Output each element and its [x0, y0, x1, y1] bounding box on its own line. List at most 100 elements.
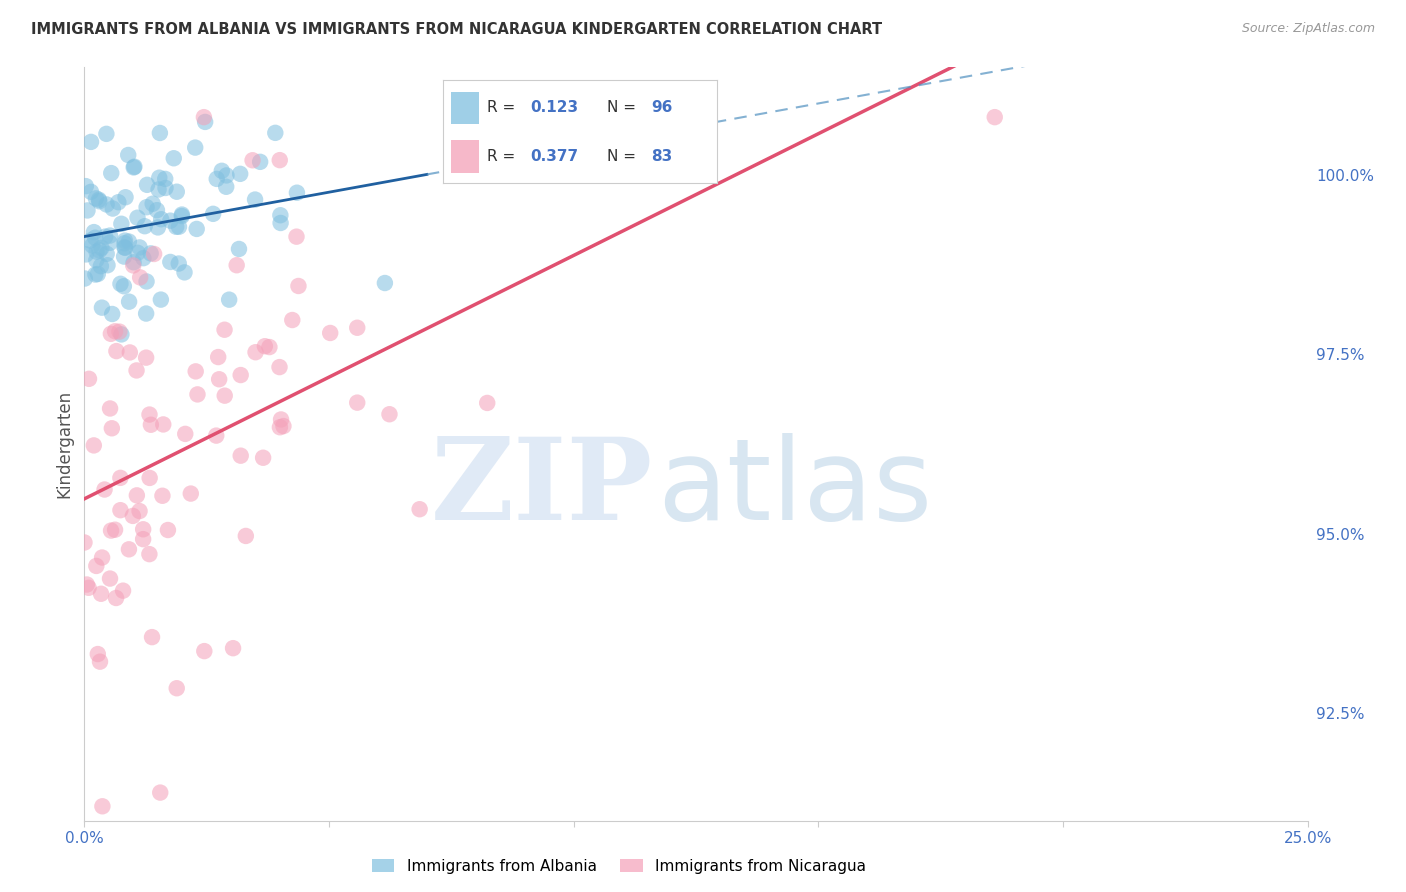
- Point: [287, 279, 309, 293]
- Point: [138, 547, 160, 561]
- Point: [73, 271, 96, 285]
- Point: [167, 219, 190, 234]
- Point: [87, 193, 110, 207]
- Point: [139, 246, 162, 260]
- Point: [75, 247, 97, 261]
- Bar: [451, 92, 478, 124]
- Text: 25.0%: 25.0%: [1284, 831, 1331, 847]
- Point: [104, 523, 127, 537]
- Point: [127, 245, 149, 260]
- Point: [98, 228, 121, 243]
- Point: [124, 160, 146, 174]
- Point: [110, 503, 132, 517]
- Point: [152, 489, 174, 503]
- Point: [100, 326, 122, 341]
- Point: [89, 194, 111, 209]
- Point: [218, 293, 240, 307]
- Text: R =: R =: [486, 149, 520, 164]
- Point: [105, 344, 128, 359]
- Point: [80, 185, 103, 199]
- Point: [211, 163, 233, 178]
- Point: [110, 217, 132, 231]
- Point: [122, 259, 145, 273]
- Point: [90, 241, 112, 255]
- Point: [270, 412, 292, 426]
- Point: [96, 127, 118, 141]
- Point: [76, 203, 98, 218]
- Point: [84, 253, 107, 268]
- Point: [139, 417, 162, 432]
- Point: [76, 577, 98, 591]
- Point: [269, 208, 291, 222]
- Point: [205, 428, 228, 442]
- Point: [84, 191, 107, 205]
- Point: [118, 345, 141, 359]
- Point: [73, 535, 96, 549]
- Point: [170, 208, 193, 222]
- Point: [105, 591, 128, 605]
- Point: [125, 488, 148, 502]
- Y-axis label: Kindergarten: Kindergarten: [55, 390, 73, 498]
- Point: [110, 471, 132, 485]
- Point: [141, 630, 163, 644]
- Point: [135, 307, 157, 321]
- Point: [214, 323, 236, 337]
- Point: [186, 387, 208, 401]
- Point: [983, 110, 1005, 124]
- Text: Source: ZipAtlas.com: Source: ZipAtlas.com: [1241, 22, 1375, 36]
- Point: [100, 524, 122, 538]
- Point: [170, 209, 193, 223]
- Point: [86, 244, 108, 259]
- Point: [135, 351, 157, 365]
- Text: N =: N =: [607, 149, 641, 164]
- Point: [114, 190, 136, 204]
- Point: [346, 320, 368, 334]
- Point: [252, 450, 274, 465]
- Text: N =: N =: [607, 101, 641, 115]
- Point: [118, 294, 141, 309]
- Legend: Immigrants from Albania, Immigrants from Nicaragua: Immigrants from Albania, Immigrants from…: [366, 853, 872, 880]
- Point: [281, 313, 304, 327]
- Point: [101, 421, 124, 435]
- Point: [107, 195, 129, 210]
- Point: [136, 178, 159, 192]
- Point: [408, 502, 430, 516]
- Point: [273, 419, 295, 434]
- Point: [146, 203, 169, 218]
- Point: [90, 587, 112, 601]
- Point: [242, 153, 264, 168]
- Point: [167, 256, 190, 270]
- Text: 0.0%: 0.0%: [65, 831, 104, 847]
- Point: [166, 185, 188, 199]
- Point: [228, 242, 250, 256]
- Point: [89, 244, 111, 258]
- Text: IMMIGRANTS FROM ALBANIA VS IMMIGRANTS FROM NICARAGUA KINDERGARTEN CORRELATION CH: IMMIGRANTS FROM ALBANIA VS IMMIGRANTS FR…: [31, 22, 882, 37]
- Point: [477, 396, 499, 410]
- Point: [156, 523, 179, 537]
- Point: [222, 641, 245, 656]
- Point: [87, 267, 110, 281]
- Point: [93, 483, 115, 497]
- Point: [122, 255, 145, 269]
- Point: [112, 250, 135, 264]
- Point: [82, 238, 104, 252]
- Point: [110, 327, 132, 342]
- Point: [134, 219, 156, 234]
- Point: [94, 229, 117, 244]
- Point: [285, 186, 308, 200]
- Point: [253, 339, 276, 353]
- Point: [180, 486, 202, 500]
- Point: [259, 340, 281, 354]
- Point: [83, 225, 105, 239]
- Point: [159, 213, 181, 227]
- Point: [83, 438, 105, 452]
- Point: [184, 140, 207, 154]
- Point: [96, 247, 118, 261]
- Point: [173, 265, 195, 279]
- Point: [186, 222, 208, 236]
- Point: [378, 407, 401, 421]
- Point: [184, 364, 207, 378]
- Point: [245, 345, 267, 359]
- Text: 0.123: 0.123: [530, 101, 579, 115]
- Point: [86, 558, 108, 573]
